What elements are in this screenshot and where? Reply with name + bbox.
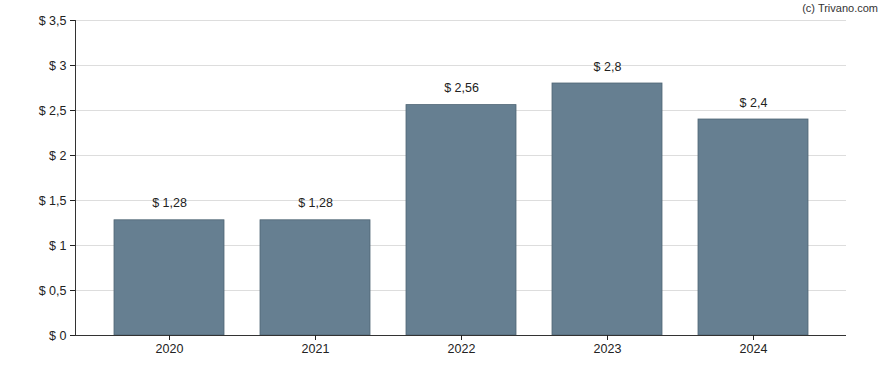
svg-text:$ 1,5: $ 1,5 xyxy=(39,194,67,208)
svg-text:$ 1: $ 1 xyxy=(49,239,66,253)
svg-text:$ 3,5: $ 3,5 xyxy=(39,14,67,28)
svg-text:$ 1,28: $ 1,28 xyxy=(298,196,333,210)
svg-text:2022: 2022 xyxy=(448,342,476,356)
html-text:(c) Trivano.com: (c) Trivano.com xyxy=(802,2,878,14)
svg-text:$ 2,5: $ 2,5 xyxy=(39,104,67,118)
svg-text:$ 1,28: $ 1,28 xyxy=(152,196,187,210)
svg-text:$ 3: $ 3 xyxy=(49,59,66,73)
svg-text:$ 2,56: $ 2,56 xyxy=(444,81,479,95)
svg-text:2024: 2024 xyxy=(740,342,768,356)
svg-text:$ 0,5: $ 0,5 xyxy=(39,284,67,298)
svg-text:$ 2,4: $ 2,4 xyxy=(740,96,768,110)
svg-text:$ 2: $ 2 xyxy=(49,149,66,163)
svg-text:2021: 2021 xyxy=(302,342,330,356)
svg-text:$ 0: $ 0 xyxy=(49,329,66,343)
svg-text:2023: 2023 xyxy=(594,342,622,356)
svg-text:2020: 2020 xyxy=(156,342,184,356)
svg-text:$ 2,8: $ 2,8 xyxy=(594,60,622,74)
